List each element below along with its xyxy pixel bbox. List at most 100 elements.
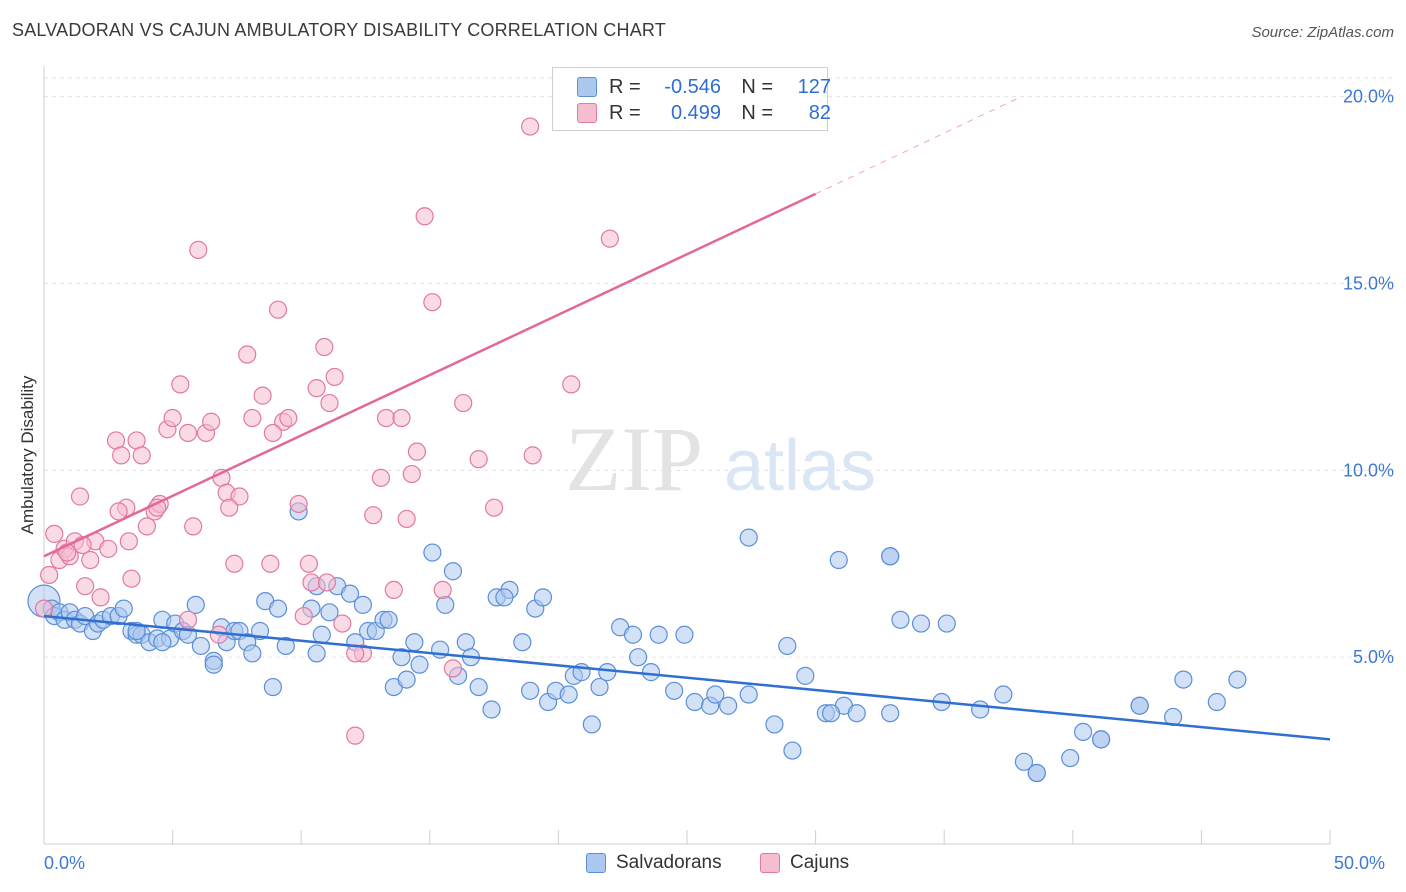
salvadoran-point [533, 588, 553, 607]
salvadoran-point [495, 588, 514, 607]
cajun-point [600, 229, 619, 248]
cajun-point [238, 345, 257, 364]
cajun-swatch [577, 103, 597, 123]
salvadoran-point [1174, 670, 1193, 689]
cajun-point [261, 554, 280, 573]
salvadoran-point [623, 625, 643, 644]
salvadoran-point [469, 677, 488, 697]
salvadoran-point [307, 644, 326, 663]
legend-label-cajuns: Cajuns [790, 852, 850, 873]
y-tick-label: 20.0% [1343, 87, 1394, 107]
cajun-point [225, 554, 244, 573]
n-label: N = [741, 101, 773, 124]
salvadoran-point [513, 633, 532, 652]
series-legend: Salvadorans Cajuns [0, 852, 1406, 878]
salvadoran-point [353, 595, 373, 614]
cajun-point [230, 487, 249, 506]
cajun-point [99, 539, 118, 558]
salvadoran-point [276, 636, 295, 656]
salvadoran-point [847, 704, 866, 723]
cajun-point [521, 117, 540, 136]
cajun-point [346, 726, 365, 745]
salvadoran-point [739, 528, 758, 547]
r-label: R = [609, 101, 641, 124]
cajun-point [397, 509, 416, 529]
cajun-point [294, 606, 313, 626]
legend-row-cajuns: R = 0.499 N = 82 [577, 101, 831, 125]
cajun-point [34, 599, 54, 618]
salvadoran-point [405, 633, 424, 652]
cajun-point [302, 573, 321, 592]
cajun-legend-swatch [760, 853, 780, 873]
cajun-point [317, 573, 337, 592]
cajun-point [243, 408, 262, 428]
salvadoran-point [994, 685, 1013, 704]
salvadoran-point [559, 685, 578, 704]
cajun-point [263, 423, 283, 443]
legend-item-cajuns[interactable]: Cajuns [760, 852, 849, 874]
cajun-point [407, 442, 427, 461]
cajun-point [325, 367, 344, 387]
salvadoran-point [1207, 692, 1226, 712]
cajun-point [189, 240, 208, 259]
salvadoran-point [937, 614, 956, 633]
salvadoran-point [665, 681, 684, 700]
salvadoran-point [153, 633, 172, 652]
salvadoran-point [1061, 748, 1080, 768]
cajun-point [433, 580, 452, 600]
salvadoran-point [1073, 722, 1093, 742]
salvadoran-point [443, 562, 463, 581]
n-value: 127 [797, 75, 831, 98]
n-label: N = [741, 75, 773, 98]
cajun-point [202, 412, 221, 431]
cajun-point [371, 468, 391, 487]
x-tick-label-max: 50.0% [1334, 853, 1386, 873]
salvadoran-point [1228, 670, 1247, 689]
salvadoran-point [392, 648, 411, 667]
stats-legend: R = -0.546 N = 127 R = 0.499 N = 82 [552, 67, 831, 131]
y-tick-label: 15.0% [1343, 274, 1394, 294]
cajun-point [279, 408, 298, 428]
salvadoran-point [598, 663, 617, 682]
salvadoran-point [706, 685, 725, 704]
legend-label-salvadorans: Salvadorans [616, 852, 722, 873]
salvadoran-point [204, 655, 223, 674]
salvadoran-point [911, 614, 931, 633]
salvadoran-point [436, 595, 455, 614]
cajun-point [469, 450, 488, 469]
salvadoran-point [783, 741, 802, 760]
cajun-point [253, 386, 272, 405]
salvadoran-point [186, 595, 205, 614]
salvadoran-point [829, 550, 848, 570]
salvadoran-point [778, 636, 797, 656]
cajun-point [376, 408, 396, 428]
salvadoran-point [312, 625, 331, 644]
salvadoran-point [268, 599, 288, 618]
salvadoran-point [590, 677, 609, 697]
legend-item-salvadorans[interactable]: Salvadorans [586, 852, 722, 874]
cajun-point [299, 554, 319, 573]
cajun-point [119, 532, 138, 551]
cajun-point [184, 517, 203, 536]
cajun-point [76, 577, 95, 596]
salvadoran-point [397, 670, 416, 689]
salvadoran-point [423, 543, 442, 562]
cajun-point [40, 565, 59, 585]
cajun-point [122, 569, 141, 588]
n-value: 82 [808, 101, 831, 124]
cajun-point [402, 464, 421, 484]
cajun-point [163, 408, 182, 428]
salvadoran-point [739, 685, 758, 704]
salvadoran-point [1130, 696, 1149, 715]
x-tick-label-min: 0.0% [44, 853, 86, 873]
cajun-point [333, 614, 352, 633]
chart-source: Source: ZipAtlas.com [1251, 24, 1394, 41]
y-axis-label: Ambulatory Disability [18, 375, 37, 535]
salvadoran-point [719, 696, 738, 715]
salvadoran-point [649, 625, 668, 644]
salvadoran-point [821, 704, 841, 723]
cajun-trend-extension [815, 96, 1022, 195]
salvadoran-point [881, 547, 900, 566]
cajun-point [112, 446, 131, 465]
